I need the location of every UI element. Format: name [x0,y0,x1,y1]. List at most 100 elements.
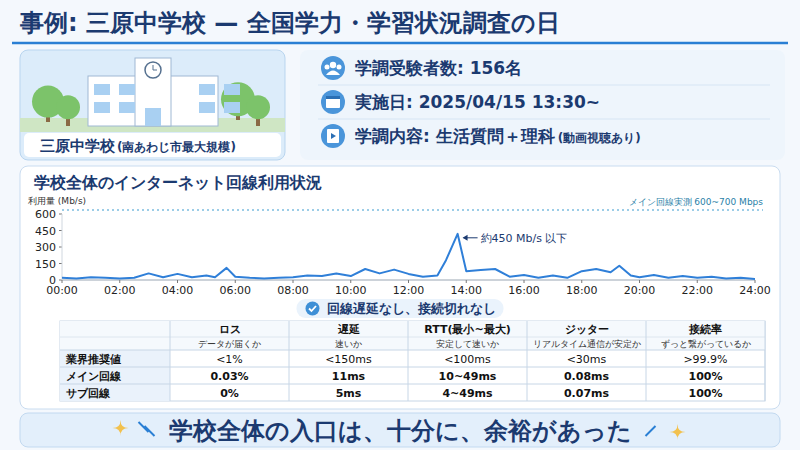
x-tick [581,280,582,283]
cell: 5ms [336,387,362,400]
icon-part [327,129,339,143]
info-text: 学調内容: 生活質問＋理科 [355,126,555,146]
info-note: (動画視聴あり) [558,131,641,145]
school-panel: 三原中学校(南あわじ市最大規模) [20,50,285,160]
school-note: (南あわじ市最大規模) [117,140,236,154]
table-col-rule [527,321,528,401]
cell: 0.03% [210,370,248,383]
x-tick-label: 24:00 [739,284,771,297]
icon [321,56,345,80]
chart-box [20,166,780,409]
icon-part [337,65,342,70]
table-col-rule [408,321,409,401]
clock-hand [153,70,157,71]
icon [321,90,345,114]
divider [318,85,770,86]
tower [135,58,171,126]
table-col-rule [289,321,290,401]
cell: 10~49ms [439,370,497,383]
icon-part [326,96,340,99]
deco [145,426,155,436]
tree [56,95,80,119]
icon-part [330,62,336,68]
table-rule [60,337,765,338]
window [199,84,215,95]
annotation: 約450 Mb/s 以下 [481,232,568,245]
cell: 100% [689,370,723,383]
footer: 学校全体の入口は、十分に、余裕があった [20,413,780,447]
table-rule [60,350,765,351]
row-head-bg [60,367,170,384]
column-head: 接続率 [688,323,722,336]
reference-line [62,209,763,210]
x-tick [177,280,178,283]
cell: >99.9% [683,353,727,366]
y-axis-title: 利用量 (Mb/s) [28,196,86,206]
x-tick-label: 20:00 [624,284,656,297]
row-head: メイン回線 [66,370,122,383]
badge-text: 回線遅延なし、接続切れなし [327,301,496,316]
cell: 4~49ms [442,387,493,400]
table-col-rule [765,321,766,401]
info-box [300,50,785,160]
cell: 0.08ms [564,370,610,383]
cell: <100ms [444,353,491,366]
x-tick [62,280,63,283]
plot-marks [62,234,755,279]
deco [646,426,656,436]
icon-part [325,65,330,70]
column-desc: リアルタイム通信が安定か [533,339,641,349]
x-tick-label: 02:00 [104,284,136,297]
column-desc: 安定して速いか [436,339,499,349]
clock-hand [153,65,154,70]
column-head: RTT(最小~最大) [424,323,511,336]
y-tick-label: 450 [35,225,56,238]
x-tick [235,280,236,283]
school-label-bg [24,133,281,157]
row-head-bg [60,350,170,367]
window [119,84,135,95]
table-col-rule [170,321,171,401]
row-head: 業界推奨値 [65,353,121,366]
cell: 0% [220,387,239,400]
clock [145,62,161,78]
x-tick-label: 22:00 [681,284,713,297]
footer-text: 学校全体の入口は、十分に、余裕があった [169,417,632,445]
y-tick-label: 600 [35,208,56,221]
footer-box [20,413,780,447]
window [224,102,240,113]
window [119,102,135,113]
page-title: 事例: 三原中学校 — 全国学力・学習状況調査の日 [19,9,560,37]
x-tick [755,280,756,283]
metrics-table: ロスデータが届くか遅延速いかRTT(最小~最大)安定して速いかジッターリアルタイ… [60,321,765,401]
row-head-bg [60,384,170,401]
usage-line [62,234,755,279]
x-tick-label: 08:00 [277,284,309,297]
icon-part [326,71,340,76]
column-head: ロス [219,323,241,336]
info-text: 実施日: 2025/04/15 13:30~ [354,92,600,112]
title-rule [12,42,788,45]
x-tick-label: 12:00 [393,284,425,297]
x-tick [466,280,467,283]
sparkle [670,424,686,440]
badge-bg [297,299,504,318]
x-tick-label: 06:00 [219,284,251,297]
annotation-arrowhead [463,235,468,241]
school-box [20,50,285,160]
page: 事例: 三原中学校 — 全国学力・学習状況調査の日三原中学校(南あわじ市最大規模… [0,0,800,450]
window [94,84,110,95]
chart-title: 学校全体のインターネット回線利用状況 [34,173,322,192]
x-tick-label: 04:00 [162,284,194,297]
tree [246,95,270,119]
school-name: 三原中学校 [40,137,116,155]
cell: 11ms [332,370,366,383]
window [199,102,215,113]
table-frame [60,321,765,401]
window [94,102,110,113]
x-tick-label: 10:00 [335,284,367,297]
deco [139,422,149,432]
table-rule [60,367,765,368]
x-tick [408,280,409,283]
door [145,108,161,126]
